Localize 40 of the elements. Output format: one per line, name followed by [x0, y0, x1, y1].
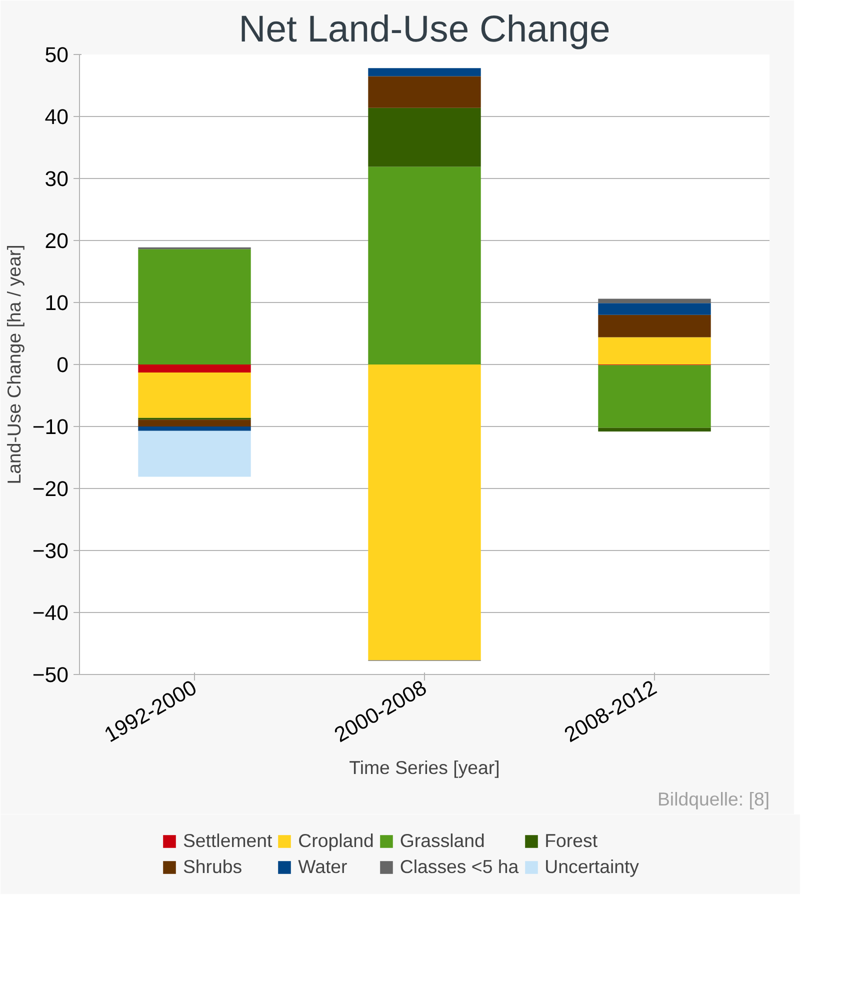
bar — [368, 166, 481, 364]
y-tick-label: 0 — [56, 353, 69, 377]
y-tick-label: −50 — [32, 663, 69, 687]
text: Bildquelle: [8] — [657, 788, 770, 810]
bar — [138, 430, 251, 477]
bar — [138, 249, 251, 364]
x-axis-title: Time Series [year] — [349, 757, 500, 778]
bar — [598, 337, 711, 364]
bar — [138, 372, 251, 418]
y-tick-label: 20 — [44, 229, 69, 253]
y-tick-label: 30 — [44, 167, 69, 191]
legend-label: Grassland — [400, 830, 485, 852]
bar — [598, 303, 711, 315]
y-tick-label: −40 — [32, 601, 69, 625]
bar — [138, 420, 251, 426]
bar — [368, 364, 481, 660]
legend-label: Settlement — [182, 830, 272, 852]
legend-label: Shrubs — [182, 856, 242, 878]
chart-title: Net Land-Use Change — [238, 8, 610, 50]
bar — [138, 364, 251, 373]
legend-label: Forest — [544, 830, 598, 852]
bar — [368, 108, 481, 167]
y-tick-label: 40 — [44, 105, 69, 129]
y-tick-label: 50 — [44, 43, 69, 67]
bar — [598, 298, 711, 304]
y-tick-label: −20 — [32, 477, 69, 501]
bar — [368, 76, 481, 108]
legend-label: Water — [298, 856, 348, 878]
bar — [138, 426, 251, 431]
y-tick-label: −10 — [32, 415, 69, 439]
y-axis-title: Land-Use Change [ha / year] — [3, 244, 24, 484]
bar — [598, 314, 711, 338]
y-tick-label: −30 — [32, 539, 69, 563]
bar — [598, 365, 711, 428]
legend-label: Classes <5 ha — [400, 856, 519, 878]
bar — [598, 428, 711, 432]
legend-label: Uncertainty — [544, 856, 640, 878]
legend-label: Cropland — [298, 830, 374, 852]
bar — [368, 68, 481, 76]
y-tick-label: 10 — [44, 291, 69, 315]
